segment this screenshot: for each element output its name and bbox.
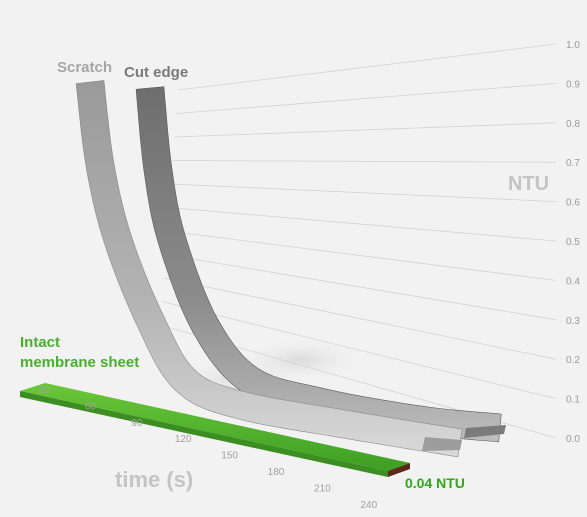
series-ribbon-cut-edge-end: [464, 425, 506, 438]
y-tick-label: 0.9: [566, 79, 580, 90]
annotation-final-value: 0.04 NTU: [405, 475, 465, 491]
y-tick-label: 0.7: [566, 158, 580, 169]
x-tick-label: 120: [175, 434, 192, 445]
series-ribbon-cut-edge: [135, 86, 502, 443]
x-tick-label: 90: [131, 418, 143, 429]
series-ribbons: [20, 80, 506, 477]
y-tick-label: 0.8: [566, 119, 580, 130]
series-ribbon-intact: [20, 383, 410, 471]
grid-line: [174, 122, 557, 138]
y-tick-label: 0.2: [566, 355, 580, 366]
y-tick-label: 0.4: [566, 276, 580, 287]
y-tick-label: 0.3: [566, 316, 580, 327]
grid-line: [170, 183, 557, 202]
series-label-intact-line1: Intact: [20, 334, 60, 351]
y-tick-label: 0.6: [566, 198, 580, 209]
series-label-intact-line2: membrane sheet: [20, 354, 139, 371]
x-axis-title: time (s): [115, 467, 193, 492]
y-tick-label: 0.1: [566, 395, 580, 406]
series-label-scratch: Scratch: [57, 59, 112, 76]
y-axis-title: NTU: [508, 173, 549, 195]
series-ribbon-intact-edge: [20, 391, 388, 477]
ribbon-shadow: [230, 338, 370, 382]
x-tick-label: 240: [360, 500, 377, 511]
x-tick-label: 150: [221, 451, 238, 462]
grid-line: [176, 83, 557, 114]
chart-labels: 1.0 0.9 0.8 0.7 0.6 0.5 0.4 0.3 0.2 0.1 0.0 30 60 90 1…: [20, 40, 580, 511]
grid-line: [172, 160, 557, 163]
y-tick-label: 0.5: [566, 237, 580, 248]
grid-line: [163, 277, 557, 360]
series-ribbon-scratch-end: [422, 437, 462, 451]
grid-line: [177, 43, 557, 91]
series-label-cut-edge: Cut edge: [124, 64, 188, 81]
series-ribbon-scratch: [75, 80, 463, 458]
series-ribbon-intact-end: [388, 463, 410, 477]
grid-line: [165, 254, 557, 321]
x-tick-label: 210: [314, 483, 331, 494]
x-tick-label: 30: [38, 385, 50, 396]
grid-line: [167, 230, 557, 281]
y-tick-label: 0.0: [566, 434, 580, 445]
x-tick-label: 60: [85, 401, 97, 412]
x-tick-label: 180: [268, 467, 285, 478]
grid-line: [168, 207, 557, 242]
y-tick-label: 1.0: [566, 40, 580, 51]
